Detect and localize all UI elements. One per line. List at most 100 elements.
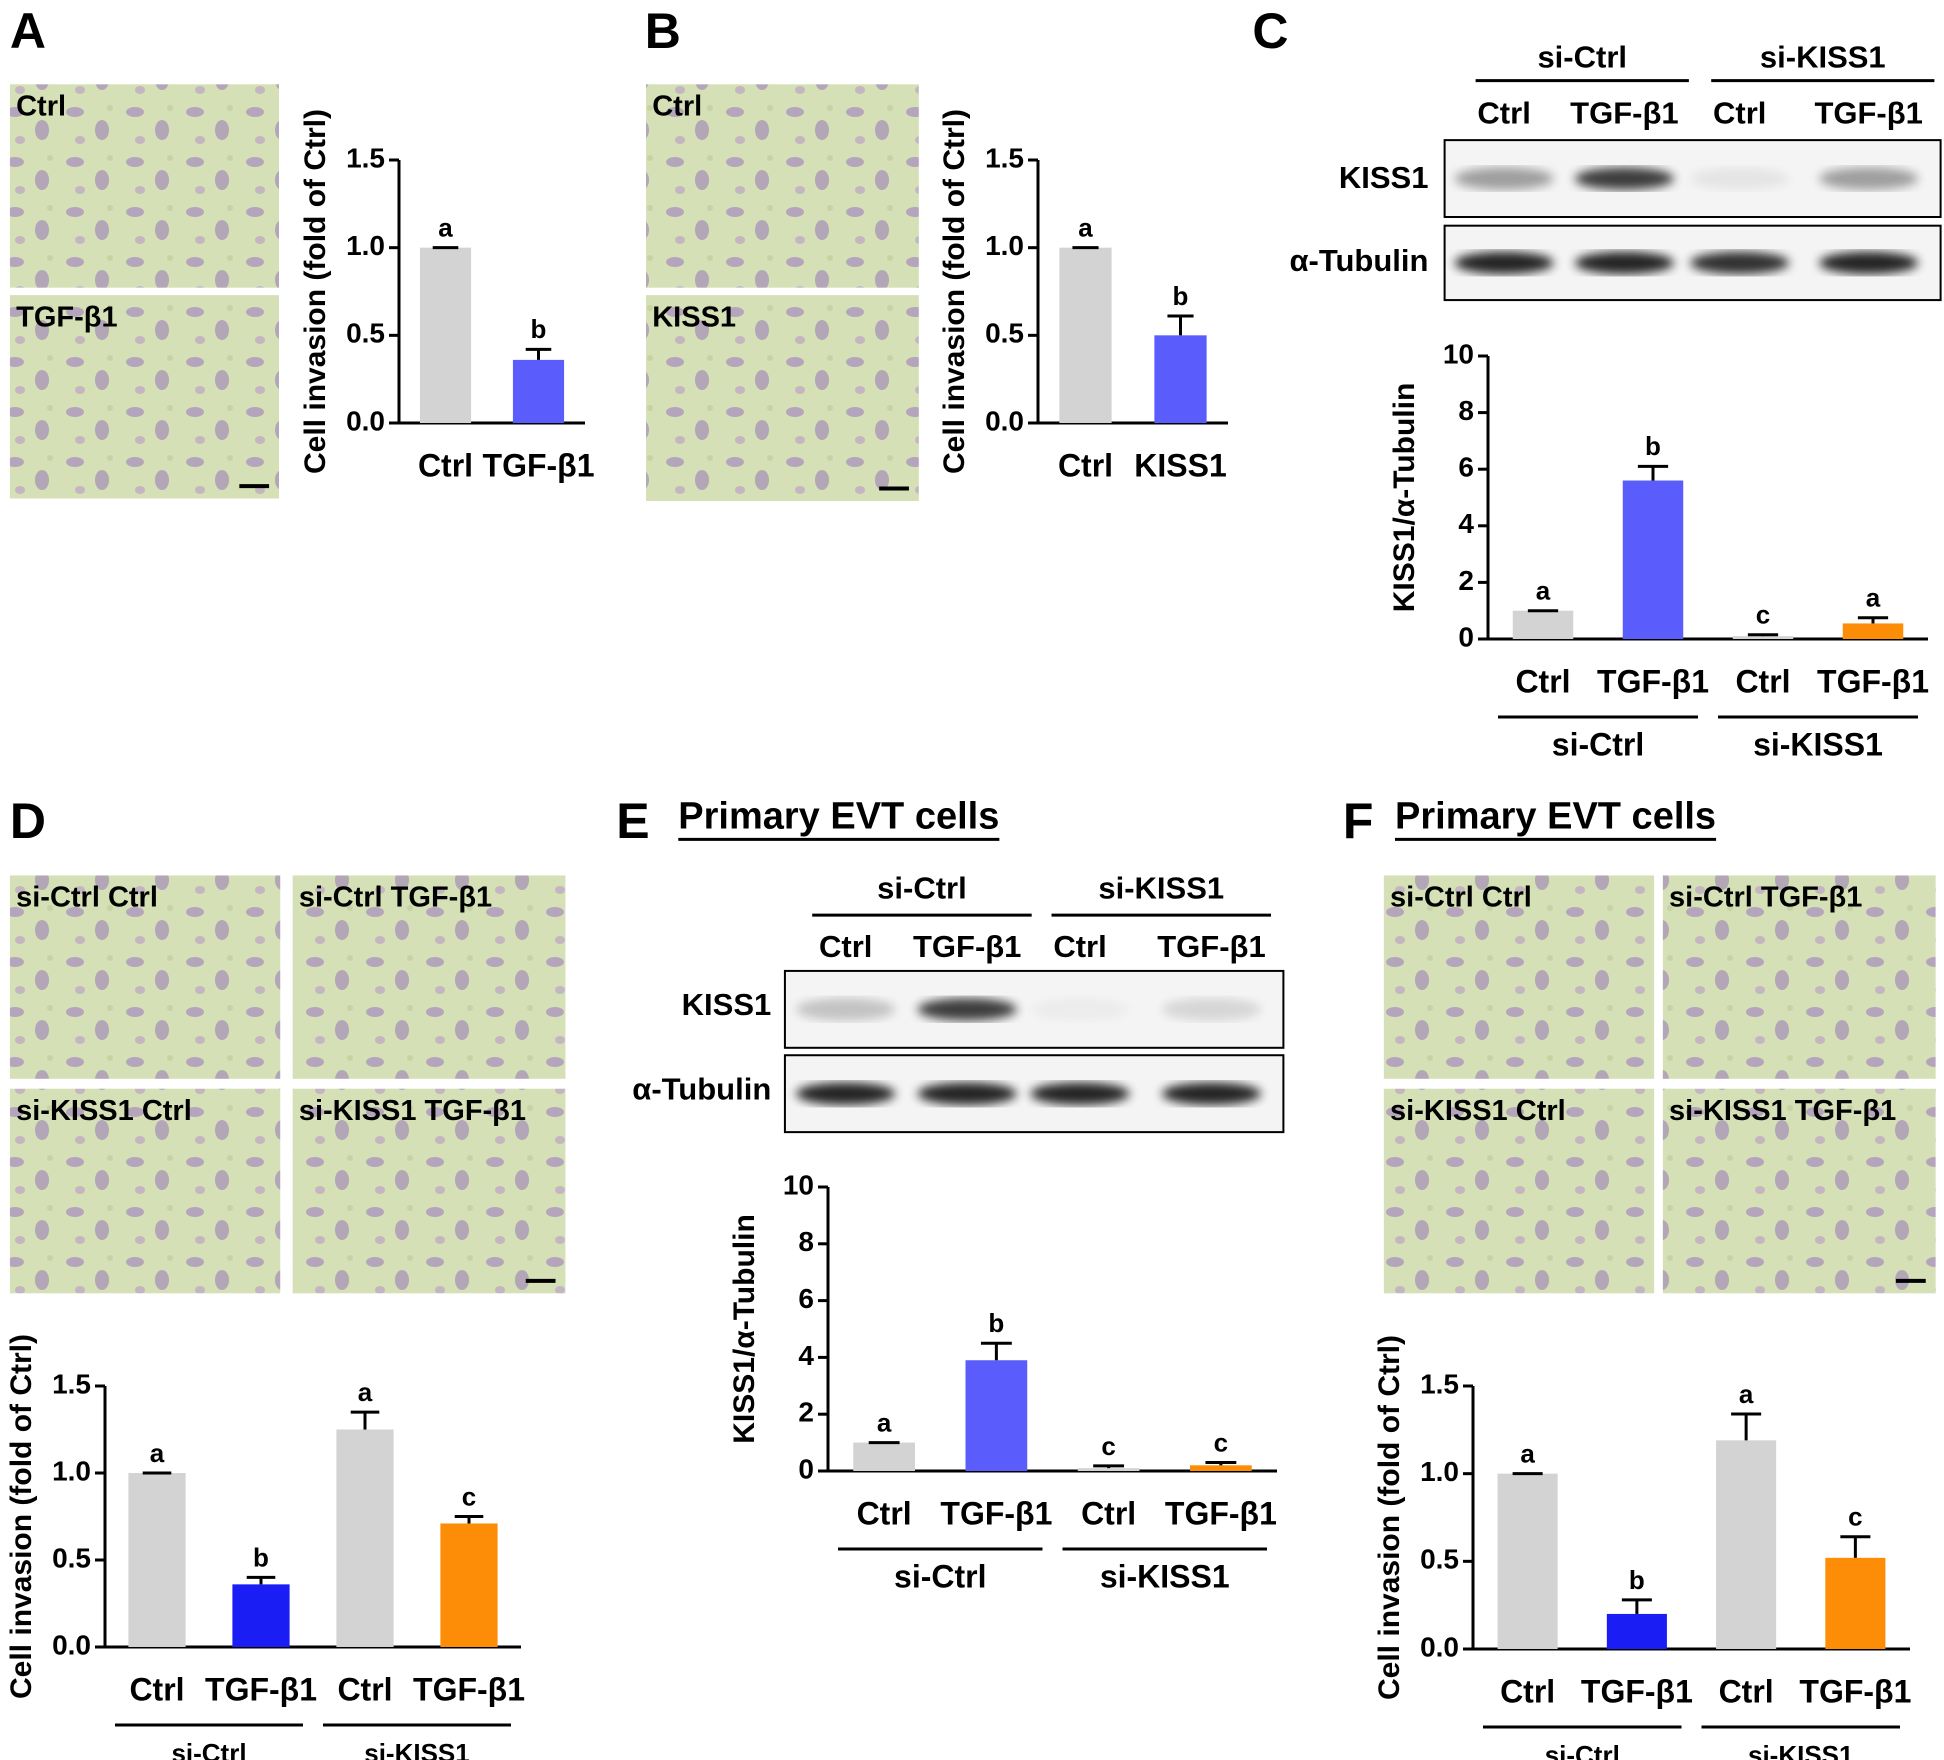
blot-lane-label: Ctrl — [1713, 96, 1766, 131]
micrograph-label: si-KISS1 Ctrl — [1390, 1095, 1566, 1127]
blot-band — [1819, 251, 1919, 275]
blot-band — [1690, 251, 1790, 275]
bar — [1732, 636, 1794, 639]
group-label: si-Ctrl — [171, 1738, 246, 1760]
y-tick-label: 0.0 — [52, 1629, 91, 1660]
blot-band — [1454, 167, 1554, 190]
significance-letter: b — [988, 1308, 1004, 1338]
micrograph-label: si-KISS1 TGF-β1 — [299, 1095, 526, 1127]
blot-row-label: α-Tubulin — [632, 1071, 771, 1106]
micrograph — [646, 84, 919, 288]
micrograph — [9, 295, 279, 499]
bar — [1059, 247, 1112, 423]
y-axis-label: KISS1/α-Tubulin — [1388, 383, 1421, 613]
micrograph — [1383, 875, 1655, 1079]
bar — [1190, 1465, 1252, 1471]
blot-band — [1454, 251, 1554, 275]
panel-title: Primary EVT cells — [678, 795, 999, 837]
bar — [1512, 610, 1574, 639]
significance-letter: c — [1101, 1431, 1115, 1461]
significance-letter: a — [150, 1438, 165, 1468]
y-tick-label: 0.5 — [346, 318, 385, 349]
blot-lane-label: TGF-β1 — [1570, 96, 1678, 131]
y-tick-label: 0.0 — [985, 405, 1024, 436]
micrograph — [1383, 1088, 1655, 1294]
y-tick-label: 1.0 — [346, 230, 385, 261]
panel-title: Primary EVT cells — [1395, 795, 1716, 837]
y-tick-label: 6 — [1458, 452, 1474, 483]
y-tick-label: 1.5 — [346, 142, 385, 173]
y-axis-label: KISS1/α-Tubulin — [728, 1214, 761, 1444]
y-tick-label: 0 — [1458, 621, 1474, 652]
micrograph — [292, 1088, 566, 1294]
significance-letter: a — [1866, 583, 1881, 613]
y-tick-label: 10 — [783, 1169, 814, 1200]
y-tick-label: 1.5 — [52, 1368, 91, 1399]
significance-letter: c — [1214, 1427, 1228, 1457]
blot-band — [917, 998, 1017, 1021]
y-tick-label: 1.5 — [985, 142, 1024, 173]
significance-letter: b — [253, 1542, 269, 1572]
x-tick-label: Ctrl — [857, 1495, 912, 1531]
blot-band — [1030, 998, 1129, 1020]
bar — [965, 1360, 1028, 1471]
bar — [1842, 623, 1904, 639]
bar — [336, 1429, 394, 1647]
y-axis-label: Cell invasion (fold of Ctrl) — [299, 109, 332, 474]
bar — [128, 1473, 186, 1647]
x-tick-label: TGF-β1 — [1165, 1495, 1277, 1531]
bar — [1622, 480, 1684, 639]
x-tick-label: TGF-β1 — [1799, 1673, 1911, 1709]
micrograph — [9, 875, 281, 1079]
blot-band — [1574, 167, 1674, 190]
y-axis-label: Cell invasion (fold of Ctrl) — [5, 1334, 38, 1699]
y-tick-label: 0.5 — [1420, 1544, 1459, 1575]
y-axis-label: Cell invasion (fold of Ctrl) — [1373, 1335, 1406, 1700]
y-tick-label: 2 — [1458, 565, 1474, 596]
x-tick-label: Ctrl — [337, 1671, 392, 1707]
significance-letter: c — [1848, 1502, 1862, 1532]
significance-letter: a — [438, 213, 453, 243]
bar — [1077, 1468, 1140, 1471]
bar — [232, 1584, 290, 1647]
significance-letter: a — [358, 1377, 373, 1407]
y-tick-label: 8 — [1458, 395, 1474, 426]
micrograph — [9, 84, 279, 288]
bar — [419, 247, 472, 423]
micrograph-label: si-Ctrl Ctrl — [16, 882, 158, 914]
significance-letter: b — [1629, 1565, 1645, 1595]
y-tick-label: 2 — [798, 1397, 814, 1428]
bar — [1716, 1440, 1777, 1649]
panel-letter: D — [10, 793, 46, 849]
group-label: si-Ctrl — [1552, 726, 1644, 762]
panel-letter: E — [616, 793, 649, 849]
y-tick-label: 4 — [798, 1340, 814, 1371]
y-tick-label: 10 — [1443, 338, 1474, 369]
blot-lane-label: Ctrl — [1053, 929, 1106, 964]
blot-band — [1574, 251, 1674, 275]
y-tick-label: 1.5 — [1420, 1368, 1459, 1399]
bar — [512, 359, 565, 423]
micrograph — [1662, 1088, 1936, 1294]
y-tick-label: 0.5 — [52, 1542, 91, 1573]
blot-group-label: si-Ctrl — [877, 871, 967, 906]
micrograph-label: si-Ctrl Ctrl — [1390, 882, 1532, 914]
x-tick-label: TGF-β1 — [413, 1671, 525, 1707]
panel-letter: A — [10, 3, 46, 59]
micrograph — [646, 295, 919, 501]
bar — [853, 1442, 915, 1471]
micrograph-label: KISS1 — [652, 301, 736, 333]
panel-letter: B — [645, 3, 681, 59]
blot-lane-label: TGF-β1 — [1157, 929, 1265, 964]
blot-band — [796, 998, 896, 1021]
significance-letter: a — [877, 1407, 892, 1437]
blot-band — [1161, 1082, 1262, 1105]
bar — [440, 1523, 498, 1647]
significance-letter: b — [531, 314, 547, 344]
y-tick-label: 1.0 — [1420, 1456, 1459, 1487]
micrograph-label: Ctrl — [652, 91, 702, 123]
blot-row-label: KISS1 — [1339, 160, 1429, 195]
x-tick-label: Ctrl — [1081, 1495, 1136, 1531]
x-tick-label: Ctrl — [1735, 663, 1790, 699]
